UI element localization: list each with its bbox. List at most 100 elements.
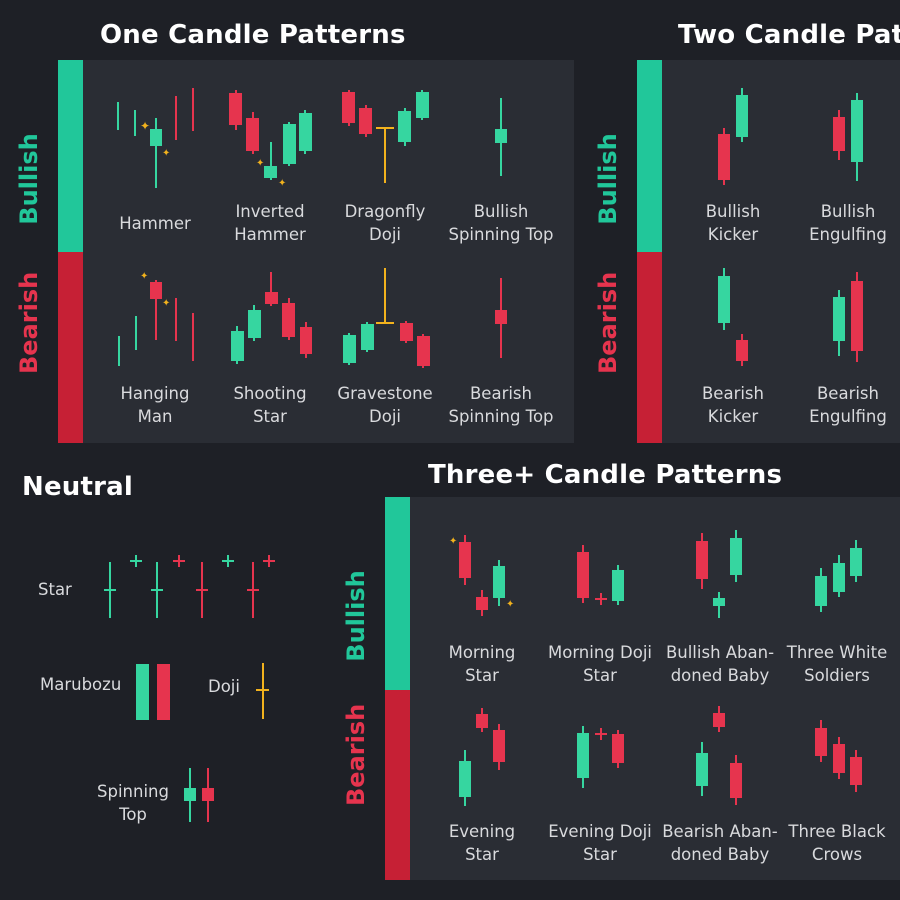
doji-body (151, 589, 163, 591)
candle-body (246, 118, 259, 151)
star-body (263, 560, 275, 562)
one-candle-title: One Candle Patterns (100, 20, 406, 50)
pattern-label-three-white-soldiers: Three White Soldiers (786, 643, 888, 685)
candle-body (718, 276, 730, 323)
context-wick (135, 316, 137, 350)
three-candle-bullish-bar (385, 497, 410, 690)
candle-body (851, 281, 863, 351)
hanging-man-body (150, 282, 162, 299)
candle-body (264, 166, 277, 178)
morning-doji-star-illustration (577, 545, 624, 605)
marubozu-body (157, 664, 170, 720)
evening-star-illustration (459, 708, 505, 806)
candle-body (459, 542, 471, 578)
spinning-top-illustration (184, 768, 214, 822)
pattern-label-three-black-crows: Three Black Crows (788, 822, 886, 864)
two-candle-bullish-bar (637, 60, 662, 252)
hanging-man-wick (155, 280, 157, 340)
candle-body (495, 129, 507, 143)
candle-body (850, 757, 862, 785)
candle-body (577, 733, 589, 778)
doji-wick (384, 128, 386, 183)
pattern-label-bearish-engulfing: Bearish Engulfing (809, 384, 887, 426)
inverted-hammer-illustration: ✦ ✦ (229, 90, 312, 189)
candle-body (184, 788, 196, 801)
pattern-label-bearish-kicker: Bearish Kicker (701, 384, 764, 426)
pattern-label-shooting-star: Shooting Star (233, 384, 307, 426)
bullish-kicker-illustration (718, 88, 748, 185)
pattern-label-inverted-hammer: Inverted Hammer (234, 202, 306, 244)
context-wick (118, 336, 120, 366)
candle-body (495, 310, 507, 324)
candle-body (833, 744, 845, 773)
sparkle-icon: ✦ (162, 298, 170, 309)
pattern-label-hanging-man: Hanging Man (120, 384, 190, 426)
pattern-label-dragonfly-doji: Dragonfly Doji (344, 202, 426, 244)
candle-body (815, 576, 827, 606)
candle-body (696, 541, 708, 579)
doji-body (196, 589, 208, 591)
pattern-label-morning-star: Morning Star (448, 643, 516, 685)
candle-body (300, 327, 312, 354)
context-wick (117, 102, 119, 130)
sparkle-icon: ✦ (278, 178, 286, 189)
hammer-wick (155, 118, 157, 188)
context-wick (134, 110, 136, 136)
gravestone-doji-illustration (343, 268, 430, 368)
candle-body (850, 548, 862, 576)
three-candle-bearish-bar (385, 690, 410, 880)
bearish-kicker-illustration (718, 268, 748, 366)
doji-body (247, 589, 259, 591)
candle-body (343, 335, 356, 363)
pattern-label-bearish-abandoned-baby: Bearish Aban-doned Baby (662, 822, 778, 864)
two-candle-bearish-bar (637, 252, 662, 443)
candle-body (493, 566, 505, 598)
candle-body (265, 292, 278, 304)
pattern-label-bullish-spinning-top: Bullish Spinning Top (448, 202, 554, 244)
doji-body (104, 589, 116, 591)
candle-body (342, 92, 355, 123)
candle-body (248, 310, 261, 338)
candle-body (736, 340, 748, 361)
sparkle-icon: ✦ (140, 271, 148, 282)
pattern-label-morning-doji-star: Morning Doji Star (547, 643, 652, 685)
candle-body (202, 788, 214, 801)
candle-body (231, 331, 244, 361)
one-candle-bullish-bar (58, 60, 83, 252)
neutral-label-spinning-top: Spinning Top (97, 782, 169, 824)
neutral-label-marubozu: Marubozu (40, 675, 122, 694)
sparkle-icon: ✦ (140, 119, 150, 133)
candle-body (476, 714, 488, 728)
doji-wick (384, 268, 386, 324)
doji-body (595, 733, 607, 735)
doji-body (376, 127, 394, 129)
evening-doji-star-illustration (577, 726, 624, 788)
candle-body (398, 111, 411, 142)
candle-body (299, 113, 312, 151)
shooting-star-illustration (231, 272, 312, 364)
candle-body (612, 570, 624, 601)
doji-illustration (256, 663, 269, 719)
star-body (173, 560, 185, 562)
morning-star-illustration: ✦ ✦ (449, 535, 514, 616)
bearish-abandoned-baby-illustration (696, 706, 742, 805)
two-candle-title: Two Candle Patte (678, 20, 900, 50)
candle-body (476, 597, 488, 610)
pattern-label-gravestone-doji: Gravestone Doji (337, 384, 433, 426)
sparkle-icon: ✦ (449, 536, 457, 547)
neutral-star-illustration (104, 555, 275, 618)
candle-wick (270, 272, 272, 306)
candle-body (696, 753, 708, 786)
candle-body (736, 95, 748, 137)
bearish-engulfing-illustration (833, 272, 863, 362)
marubozu-body (136, 664, 149, 720)
pattern-label-evening-doji-star: Evening Doji Star (548, 822, 652, 864)
one-candle-bearish-bar (58, 252, 83, 443)
candle-body (713, 713, 725, 727)
candle-body (833, 117, 845, 151)
candle-body (459, 761, 471, 797)
candle-wick (270, 142, 272, 180)
one-candle-panel (58, 60, 574, 443)
doji-body (376, 322, 394, 324)
